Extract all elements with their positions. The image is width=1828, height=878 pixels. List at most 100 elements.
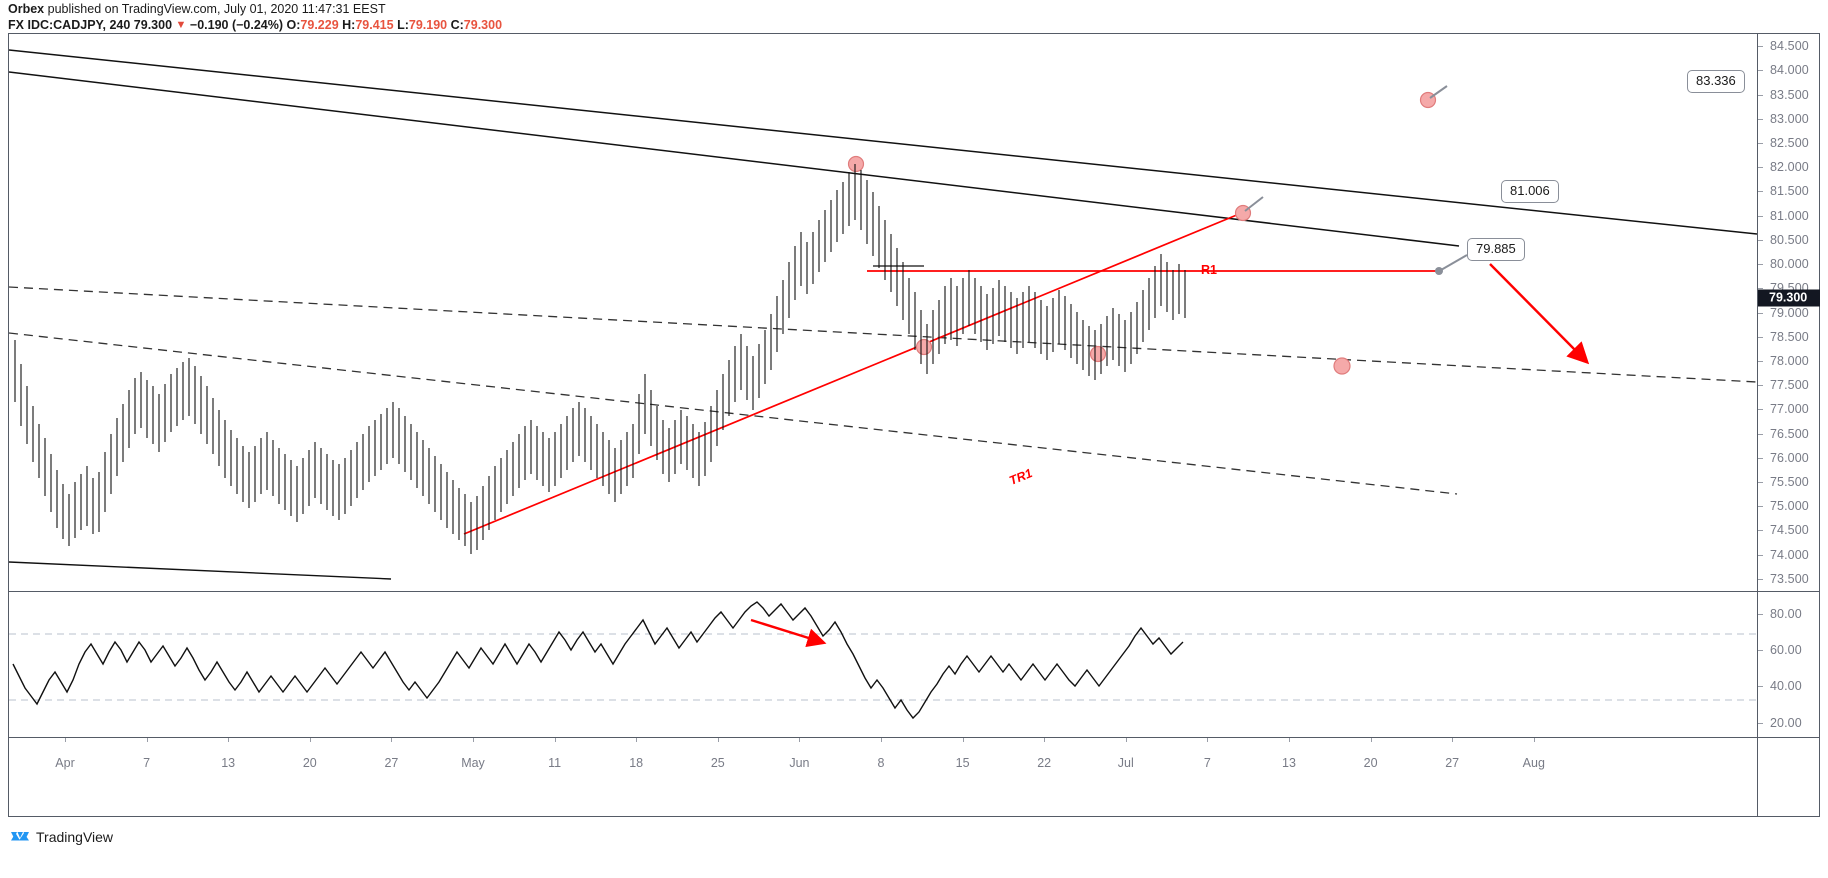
time-axis-label: Aug xyxy=(1522,756,1545,770)
price-axis-label: 84.000 xyxy=(1770,63,1809,78)
open-key: O: xyxy=(286,18,301,32)
time-axis-tick xyxy=(636,738,638,742)
time-axis-tick xyxy=(799,738,801,742)
time-axis-tick xyxy=(962,738,964,742)
symbol-label[interactable]: IDC:CADJPY xyxy=(27,18,103,32)
time-axis-label: 15 xyxy=(955,756,970,770)
chart-header: Orbex published on TradingView.com, July… xyxy=(8,2,1108,34)
time-axis-tick xyxy=(146,738,148,742)
resistance-label-r1: R1 xyxy=(1201,263,1217,277)
time-axis-tick xyxy=(473,738,474,742)
price-axis-tick xyxy=(1758,118,1763,120)
exchange-label[interactable]: FX xyxy=(8,18,24,32)
pivot-dot-projection-target xyxy=(1333,357,1351,375)
price-axis-tick xyxy=(1758,336,1763,338)
rsi-axis-label: 80.00 xyxy=(1770,606,1802,621)
close-value: 79.300 xyxy=(463,18,503,32)
rsi-pane[interactable] xyxy=(9,592,1819,737)
time-axis-tick xyxy=(309,738,311,742)
time-axis-label: 25 xyxy=(710,756,725,770)
time-axis-tick xyxy=(1289,738,1290,742)
price-axis-tick xyxy=(1758,288,1763,290)
price-axis-tick xyxy=(1758,142,1763,144)
pane-divider[interactable] xyxy=(9,591,1819,592)
time-axis-tick xyxy=(228,738,230,742)
change-percent: (−0.24%) xyxy=(231,18,284,32)
pivot-dot-support-2 xyxy=(1089,345,1107,363)
footer: TradingView xyxy=(10,827,113,847)
price-axis-label: 78.500 xyxy=(1770,329,1809,344)
price-axis-label: 74.500 xyxy=(1770,523,1809,538)
candlestick-series xyxy=(14,164,1186,554)
rsi-axis-tick xyxy=(1758,613,1763,615)
time-axis-tick xyxy=(1533,738,1535,742)
time-axis-label: Jul xyxy=(1117,756,1134,770)
time-axis-tick xyxy=(1452,738,1454,742)
leader-line-81006 xyxy=(1244,196,1264,212)
change-absolute: −0.190 xyxy=(189,18,229,32)
price-axis-label: 81.500 xyxy=(1770,184,1809,199)
price-axis-tick xyxy=(1758,167,1763,169)
time-axis-label: May xyxy=(461,756,485,770)
time-axis-label: 18 xyxy=(629,756,644,770)
interval-label[interactable]: 240 xyxy=(109,18,131,32)
price-bubble-83336[interactable]: 83.336 xyxy=(1687,70,1745,93)
publisher-name: Orbex xyxy=(8,2,45,16)
price-axis-label: 77.000 xyxy=(1770,402,1809,417)
publisher-line: Orbex published on TradingView.com, July… xyxy=(8,2,1108,17)
time-axis-tick xyxy=(65,738,66,742)
bearish-projection-arrow xyxy=(1489,263,1590,365)
time-axis-tick xyxy=(881,738,882,742)
price-axis-label: 83.000 xyxy=(1770,111,1809,126)
time-axis-label: 22 xyxy=(1037,756,1052,770)
price-axis-label: 74.000 xyxy=(1770,547,1809,562)
price-axis-tick xyxy=(1758,409,1763,411)
price-bubble-79885[interactable]: 79.885 xyxy=(1467,238,1525,261)
low-value: 79.190 xyxy=(408,18,448,32)
rsi-pane-canvas xyxy=(9,601,1757,720)
price-bubble-81006[interactable]: 81.006 xyxy=(1501,180,1559,203)
time-axis-tick xyxy=(717,738,719,742)
price-axis-tick xyxy=(1758,506,1763,508)
price-axis-tick xyxy=(1758,578,1763,580)
time-axis[interactable]: Apr 7 13 20 27 May 11 18 25 Jun 8 15 22 Jul 7 13 20 27 Aug xyxy=(9,738,1819,817)
rsi-axis-tick xyxy=(1758,722,1763,724)
candle-group xyxy=(14,164,1186,554)
low-key: L: xyxy=(397,18,409,32)
time-axis-label: 8 xyxy=(877,756,885,770)
price-axis-label: 79.000 xyxy=(1770,305,1809,320)
price-pane-canvas xyxy=(9,49,1757,580)
price-axis-label: 76.500 xyxy=(1770,426,1809,441)
price-axis-tick xyxy=(1758,360,1763,362)
lower-descending-channel-top xyxy=(9,286,1757,383)
price-axis-tick xyxy=(1758,530,1763,532)
upper-descending-channel-bottom xyxy=(9,71,1460,247)
price-axis-label: 76.000 xyxy=(1770,450,1809,465)
lower-left-channel-fragment xyxy=(9,561,392,580)
chart-frame[interactable]: R1 TR1 83.336 81.006 79.885 xyxy=(8,33,1820,817)
down-triangle-icon: ▼ xyxy=(175,19,187,31)
current-price-tag: 79.300 xyxy=(1758,289,1820,307)
time-axis-label: 13 xyxy=(221,756,236,770)
last-price: 79.300 xyxy=(133,18,173,32)
leader-line-79885 xyxy=(1440,254,1468,271)
price-axis-tick xyxy=(1758,264,1763,266)
time-axis-label: Apr xyxy=(55,756,75,770)
price-axis-label: 80.000 xyxy=(1770,257,1809,272)
ascending-support-tr1 xyxy=(463,211,1245,535)
price-axis-label: 81.000 xyxy=(1770,208,1809,223)
symbol-quote-line: FX IDC:CADJPY, 240 79.300 ▼ −0.190 (−0.2… xyxy=(8,18,503,32)
price-axis-label: 84.500 xyxy=(1770,39,1809,54)
time-axis-label: 20 xyxy=(302,756,317,770)
price-pane[interactable]: R1 TR1 83.336 81.006 79.885 xyxy=(9,34,1819,591)
price-axis-label: 82.000 xyxy=(1770,160,1809,175)
time-axis-tick xyxy=(1125,738,1127,742)
price-axis[interactable]: 84.500 84.000 83.500 83.000 82.500 82.000 81.5… xyxy=(1758,34,1820,816)
time-axis-tick xyxy=(1370,738,1372,742)
leader-line-83336 xyxy=(1429,85,1448,99)
time-axis-label: Jun xyxy=(789,756,810,770)
price-axis-label: 75.000 xyxy=(1770,499,1809,514)
tradingview-logo-icon xyxy=(10,827,30,847)
price-axis-tick xyxy=(1758,554,1763,556)
price-axis-separator xyxy=(1757,34,1758,816)
